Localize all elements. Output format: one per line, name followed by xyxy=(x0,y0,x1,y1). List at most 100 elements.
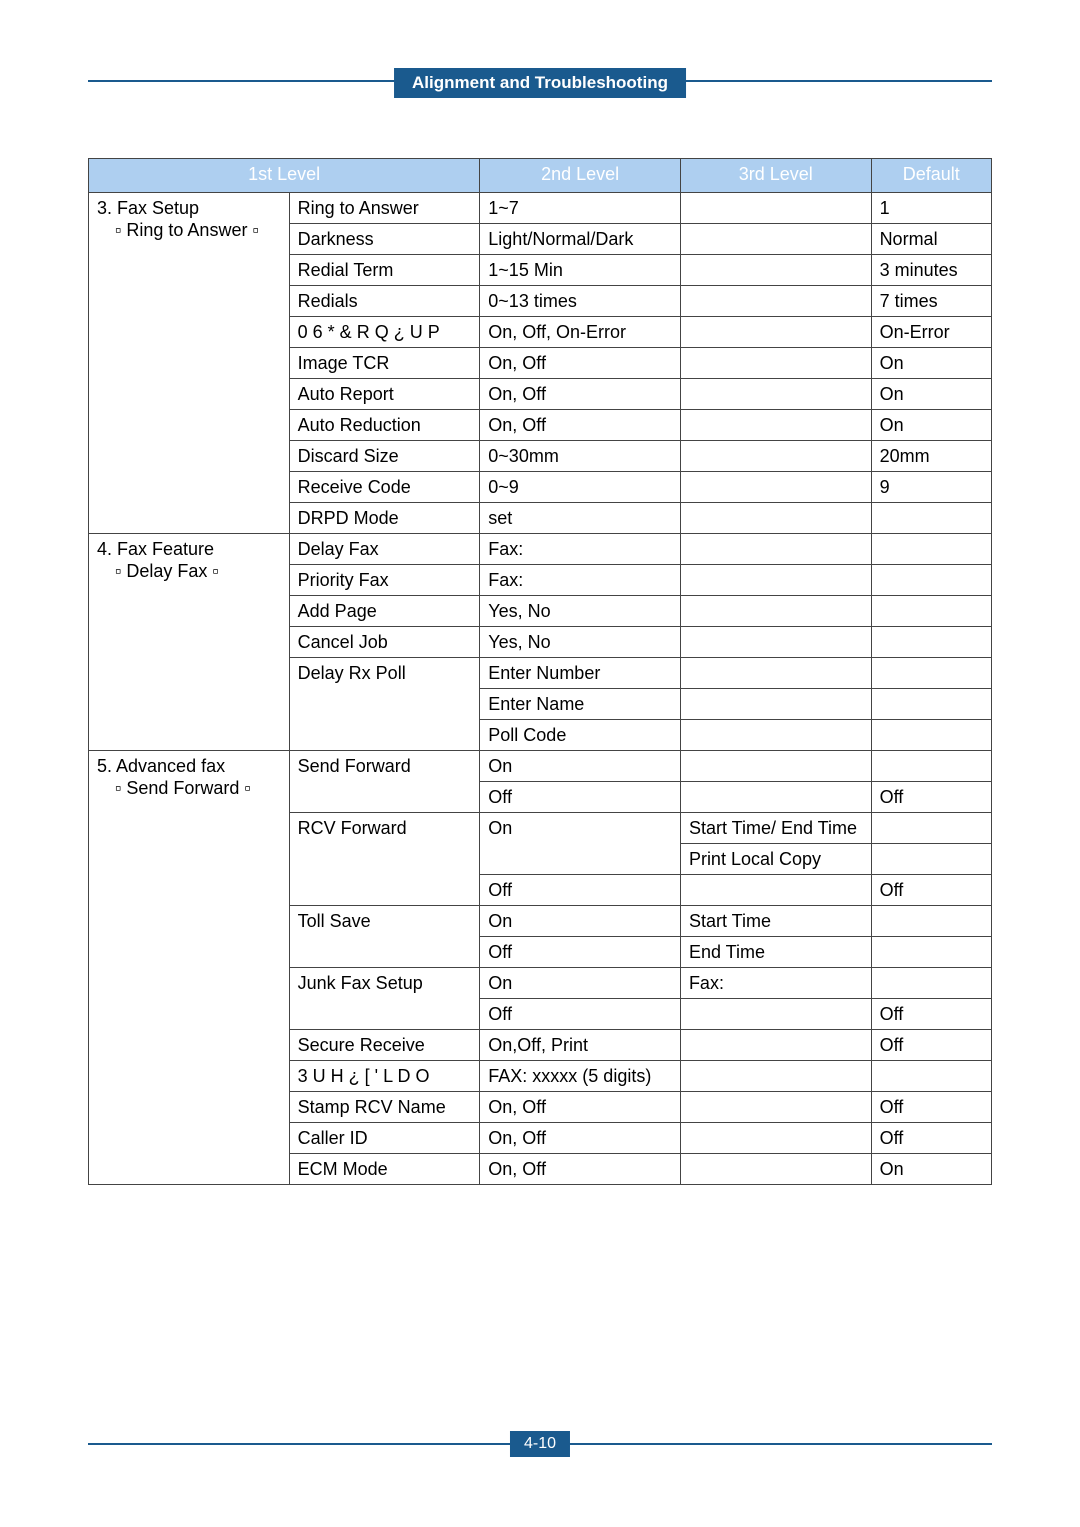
cell-default: Normal xyxy=(871,224,991,255)
cell-default: 9 xyxy=(871,472,991,503)
cell-level2: 0~13 times xyxy=(480,286,681,317)
cell-level1b: Receive Code xyxy=(289,472,480,503)
cell-level1: 4. Fax Feature▫ Delay Fax ▫ xyxy=(89,534,290,751)
cell-level2: 0~30mm xyxy=(480,441,681,472)
cell-default xyxy=(871,906,991,937)
cell-level1b: Ring to Answer xyxy=(289,193,480,224)
cell-default: Off xyxy=(871,1092,991,1123)
cell-level3 xyxy=(680,627,871,658)
cell-level3 xyxy=(680,751,871,782)
cell-level1b: Junk Fax Setup xyxy=(289,968,480,1030)
cell-level2: Fax: xyxy=(480,534,681,565)
cell-level2: On,Off, Print xyxy=(480,1030,681,1061)
cell-level1b: Auto Report xyxy=(289,379,480,410)
cell-level3: Start Time xyxy=(680,906,871,937)
cell-level3 xyxy=(680,1092,871,1123)
cell-level1b: Secure Receive xyxy=(289,1030,480,1061)
cell-level3 xyxy=(680,782,871,813)
cell-default xyxy=(871,844,991,875)
cell-level3 xyxy=(680,1061,871,1092)
cell-level1b: Redials xyxy=(289,286,480,317)
cell-level3 xyxy=(680,472,871,503)
cell-level3 xyxy=(680,565,871,596)
cell-level2: 1~15 Min xyxy=(480,255,681,286)
cell-default xyxy=(871,565,991,596)
cell-level3 xyxy=(680,503,871,534)
cell-level1b: Darkness xyxy=(289,224,480,255)
cell-level2: On, Off xyxy=(480,379,681,410)
table-header-cell: 3rd Level xyxy=(680,159,871,193)
cell-default xyxy=(871,968,991,999)
cell-level1b: Toll Save xyxy=(289,906,480,968)
cell-level1b: Redial Term xyxy=(289,255,480,286)
cell-level1b: Auto Reduction xyxy=(289,410,480,441)
cell-level2: Enter Number xyxy=(480,658,681,689)
table-header-cell: Default xyxy=(871,159,991,193)
footer-badge: 4-10 xyxy=(510,1431,570,1457)
cell-level2: On, Off, On-Error xyxy=(480,317,681,348)
cell-level1b: Discard Size xyxy=(289,441,480,472)
cell-default: On xyxy=(871,410,991,441)
cell-level3 xyxy=(680,317,871,348)
cell-level2: 0~9 xyxy=(480,472,681,503)
cell-level1b: DRPD Mode xyxy=(289,503,480,534)
cell-level1b: Delay Fax xyxy=(289,534,480,565)
cell-level1b: 0 6 * & R Q ¿ U P xyxy=(289,317,480,348)
menu-table: 1st Level2nd Level3rd LevelDefault 3. Fa… xyxy=(88,158,992,1185)
cell-level2: On xyxy=(480,968,681,999)
cell-default xyxy=(871,689,991,720)
cell-level2: On xyxy=(480,906,681,937)
cell-level3 xyxy=(680,1154,871,1185)
menu-table-container: 1st Level2nd Level3rd LevelDefault 3. Fa… xyxy=(88,158,992,1185)
cell-level2: Light/Normal/Dark xyxy=(480,224,681,255)
cell-level1b: Delay Rx Poll xyxy=(289,658,480,751)
cell-level3: Start Time/ End Time xyxy=(680,813,871,844)
cell-default: Off xyxy=(871,999,991,1030)
cell-default xyxy=(871,751,991,782)
cell-level3 xyxy=(680,224,871,255)
cell-default: On xyxy=(871,379,991,410)
cell-level3 xyxy=(680,255,871,286)
cell-default xyxy=(871,720,991,751)
cell-level2: On, Off xyxy=(480,1092,681,1123)
cell-level1b: RCV Forward xyxy=(289,813,480,906)
cell-level3 xyxy=(680,1030,871,1061)
cell-level1b: Stamp RCV Name xyxy=(289,1092,480,1123)
cell-level3 xyxy=(680,286,871,317)
cell-level2: On, Off xyxy=(480,410,681,441)
cell-level2: On xyxy=(480,751,681,782)
cell-default: Off xyxy=(871,875,991,906)
cell-level1b: Send Forward xyxy=(289,751,480,813)
cell-default xyxy=(871,1061,991,1092)
cell-level1b: Priority Fax xyxy=(289,565,480,596)
cell-level3 xyxy=(680,720,871,751)
cell-default: On xyxy=(871,348,991,379)
table-body: 3. Fax Setup▫ Ring to Answer ▫Ring to An… xyxy=(89,193,992,1185)
cell-level3 xyxy=(680,379,871,410)
table-header-cell: 1st Level xyxy=(89,159,480,193)
cell-level2: Off xyxy=(480,937,681,968)
cell-default xyxy=(871,627,991,658)
cell-level1b: Image TCR xyxy=(289,348,480,379)
cell-default xyxy=(871,813,991,844)
cell-level1b: Add Page xyxy=(289,596,480,627)
cell-level2: Enter Name xyxy=(480,689,681,720)
cell-default xyxy=(871,658,991,689)
cell-default xyxy=(871,596,991,627)
table-header-cell: 2nd Level xyxy=(480,159,681,193)
cell-level2: On xyxy=(480,813,681,875)
header-badge: Alignment and Troubleshooting xyxy=(394,68,686,98)
cell-level3 xyxy=(680,193,871,224)
cell-level3 xyxy=(680,689,871,720)
cell-default: 7 times xyxy=(871,286,991,317)
cell-level3 xyxy=(680,534,871,565)
cell-default: On xyxy=(871,1154,991,1185)
cell-level3 xyxy=(680,658,871,689)
cell-level3 xyxy=(680,596,871,627)
cell-level1b: 3 U H ¿ [ ' L D O xyxy=(289,1061,480,1092)
table-head: 1st Level2nd Level3rd LevelDefault xyxy=(89,159,992,193)
cell-level2: Off xyxy=(480,782,681,813)
cell-level1b: Caller ID xyxy=(289,1123,480,1154)
cell-level3 xyxy=(680,410,871,441)
cell-level1b: Cancel Job xyxy=(289,627,480,658)
